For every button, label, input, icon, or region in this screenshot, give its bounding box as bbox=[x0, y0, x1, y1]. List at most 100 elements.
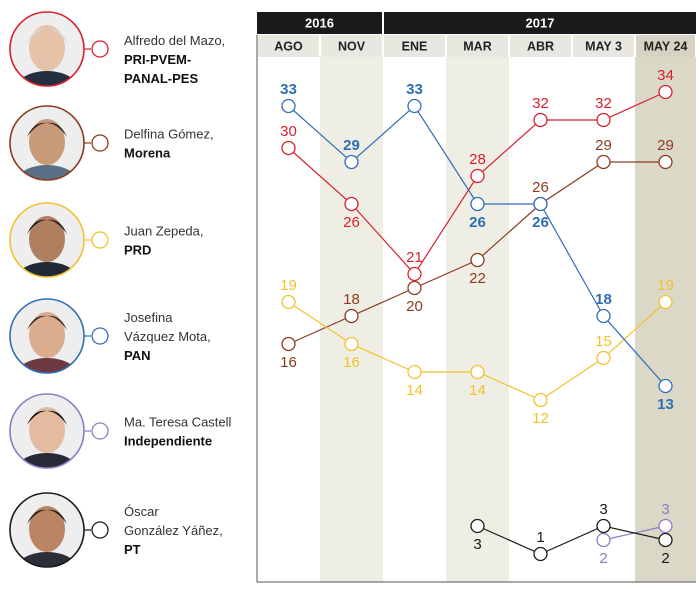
portrait-face bbox=[29, 312, 65, 358]
month-cell-4 bbox=[510, 35, 571, 57]
legend-item-delmazo: Alfredo del Mazo, PRI-PVEM- PANAL-PES bbox=[9, 11, 225, 87]
candidate-party-line: PAN bbox=[124, 348, 150, 363]
candidate-name-line: Ma. Teresa Castell bbox=[124, 415, 232, 430]
point-gonzalez-ABR bbox=[533, 546, 548, 562]
point-zepeda-ABR bbox=[533, 392, 548, 408]
point-gomez-MAY 3 bbox=[596, 154, 611, 170]
value-label-gonzalez-MAY 3: 3 bbox=[599, 501, 607, 518]
value-label-delmazo-AGO: 30 bbox=[280, 123, 297, 140]
value-label-delmazo-MAY 3: 32 bbox=[595, 95, 612, 112]
value-label-gomez-ENE: 20 bbox=[406, 298, 423, 315]
legend-marker bbox=[91, 40, 109, 58]
value-label-castell-MAY 24: 3 bbox=[661, 501, 669, 518]
value-label-vazquez-NOV: 29 bbox=[343, 137, 360, 154]
series-points bbox=[281, 84, 673, 562]
point-zepeda-AGO bbox=[281, 294, 296, 310]
point-gonzalez-MAR bbox=[470, 518, 485, 534]
value-label-zepeda-MAY 3: 15 bbox=[595, 333, 612, 350]
point-delmazo-ABR bbox=[533, 112, 548, 128]
portrait-face bbox=[29, 506, 65, 552]
month-label-2: ENE bbox=[402, 40, 428, 54]
legend-item-vazquez: Josefina Vázquez Mota, PAN bbox=[9, 298, 211, 374]
point-zepeda-MAY 24 bbox=[658, 294, 673, 310]
month-label-1: NOV bbox=[338, 40, 366, 54]
point-delmazo-MAR bbox=[470, 168, 485, 184]
point-delmazo-ENE bbox=[407, 266, 422, 282]
value-label-gomez-ABR: 26 bbox=[532, 179, 549, 196]
legend-item-castell: Ma. Teresa Castell Independiente bbox=[9, 393, 232, 469]
point-delmazo-MAY 24 bbox=[658, 84, 673, 100]
year-label-2016: 2016 bbox=[305, 16, 334, 31]
candidate-party-line: PT bbox=[124, 542, 141, 557]
point-delmazo-MAY 3 bbox=[596, 112, 611, 128]
year-label-2017: 2017 bbox=[526, 16, 555, 31]
value-label-gomez-MAR: 22 bbox=[469, 270, 486, 287]
month-cell-5 bbox=[573, 35, 634, 57]
point-castell-MAY 24 bbox=[658, 518, 673, 534]
point-gomez-NOV bbox=[344, 308, 359, 324]
candidate-name-line: González Yáñez, bbox=[124, 523, 223, 538]
value-label-gomez-MAY 24: 29 bbox=[657, 137, 674, 154]
value-label-vazquez-AGO: 33 bbox=[280, 81, 297, 98]
value-label-delmazo-NOV: 26 bbox=[343, 214, 360, 231]
value-label-delmazo-MAR: 28 bbox=[469, 151, 486, 168]
point-gomez-ENE bbox=[407, 280, 422, 296]
point-zepeda-MAY 3 bbox=[596, 350, 611, 366]
point-gomez-AGO bbox=[281, 336, 296, 352]
candidate-party-line: PRI-PVEM- bbox=[124, 52, 191, 67]
month-label-5: MAY 3 bbox=[585, 40, 622, 54]
point-vazquez-NOV bbox=[344, 154, 359, 170]
point-zepeda-ENE bbox=[407, 364, 422, 380]
point-castell-MAY 3 bbox=[596, 532, 611, 548]
portrait-face bbox=[29, 216, 65, 262]
value-label-vazquez-ABR: 26 bbox=[532, 214, 549, 231]
value-label-zepeda-MAY 24: 19 bbox=[657, 277, 674, 294]
month-cell-3 bbox=[447, 35, 508, 57]
value-label-vazquez-MAY 3: 18 bbox=[595, 291, 612, 308]
month-cell-1 bbox=[321, 35, 382, 57]
month-cell-2 bbox=[384, 35, 445, 57]
legend-marker bbox=[91, 422, 109, 440]
shaded-column-6 bbox=[635, 57, 696, 582]
month-cell-6 bbox=[636, 35, 695, 57]
point-zepeda-MAR bbox=[470, 364, 485, 380]
legend-item-gonzalez: Óscar González Yáñez, PT bbox=[9, 492, 223, 568]
portrait-hair bbox=[27, 28, 67, 43]
point-vazquez-AGO bbox=[281, 98, 296, 114]
candidate-name-line: Josefina bbox=[124, 310, 173, 325]
value-label-zepeda-ENE: 14 bbox=[406, 382, 423, 399]
portrait-face bbox=[29, 407, 65, 453]
point-vazquez-ABR bbox=[533, 196, 548, 212]
point-delmazo-AGO bbox=[281, 140, 296, 156]
portrait-hair bbox=[27, 219, 67, 234]
value-label-zepeda-NOV: 16 bbox=[343, 354, 360, 371]
portrait-hair bbox=[27, 122, 67, 137]
value-label-delmazo-ENE: 21 bbox=[406, 249, 423, 266]
value-label-gomez-AGO: 16 bbox=[280, 354, 297, 371]
legend-marker bbox=[91, 521, 109, 539]
point-vazquez-MAR bbox=[470, 196, 485, 212]
value-label-vazquez-MAR: 26 bbox=[469, 214, 486, 231]
legend-marker bbox=[91, 231, 109, 249]
legend-item-gomez: Delfina Gómez, Morena bbox=[9, 105, 214, 181]
value-label-vazquez-MAY 24: 13 bbox=[657, 396, 674, 413]
point-vazquez-ENE bbox=[407, 98, 422, 114]
series-line-gonzalez bbox=[477, 525, 666, 555]
month-label-0: AGO bbox=[274, 40, 303, 54]
point-vazquez-MAY 3 bbox=[596, 308, 611, 324]
point-zepeda-NOV bbox=[344, 336, 359, 352]
month-label-4: ABR bbox=[527, 40, 554, 54]
candidate-name-line: Vázquez Mota, bbox=[124, 329, 211, 344]
candidate-name-line: Juan Zepeda, bbox=[124, 224, 204, 239]
portrait-hair bbox=[27, 509, 67, 524]
candidate-name-line: Alfredo del Mazo, bbox=[124, 33, 225, 48]
shaded-column-3 bbox=[446, 57, 509, 582]
candidate-party-line: PANAL-PES bbox=[124, 71, 198, 86]
month-cell-0 bbox=[258, 35, 319, 57]
portrait-face bbox=[29, 25, 65, 71]
year-band-2017 bbox=[384, 12, 696, 34]
year-band-2016 bbox=[257, 12, 382, 34]
legend-marker bbox=[91, 327, 109, 345]
value-label-delmazo-ABR: 32 bbox=[532, 95, 549, 112]
